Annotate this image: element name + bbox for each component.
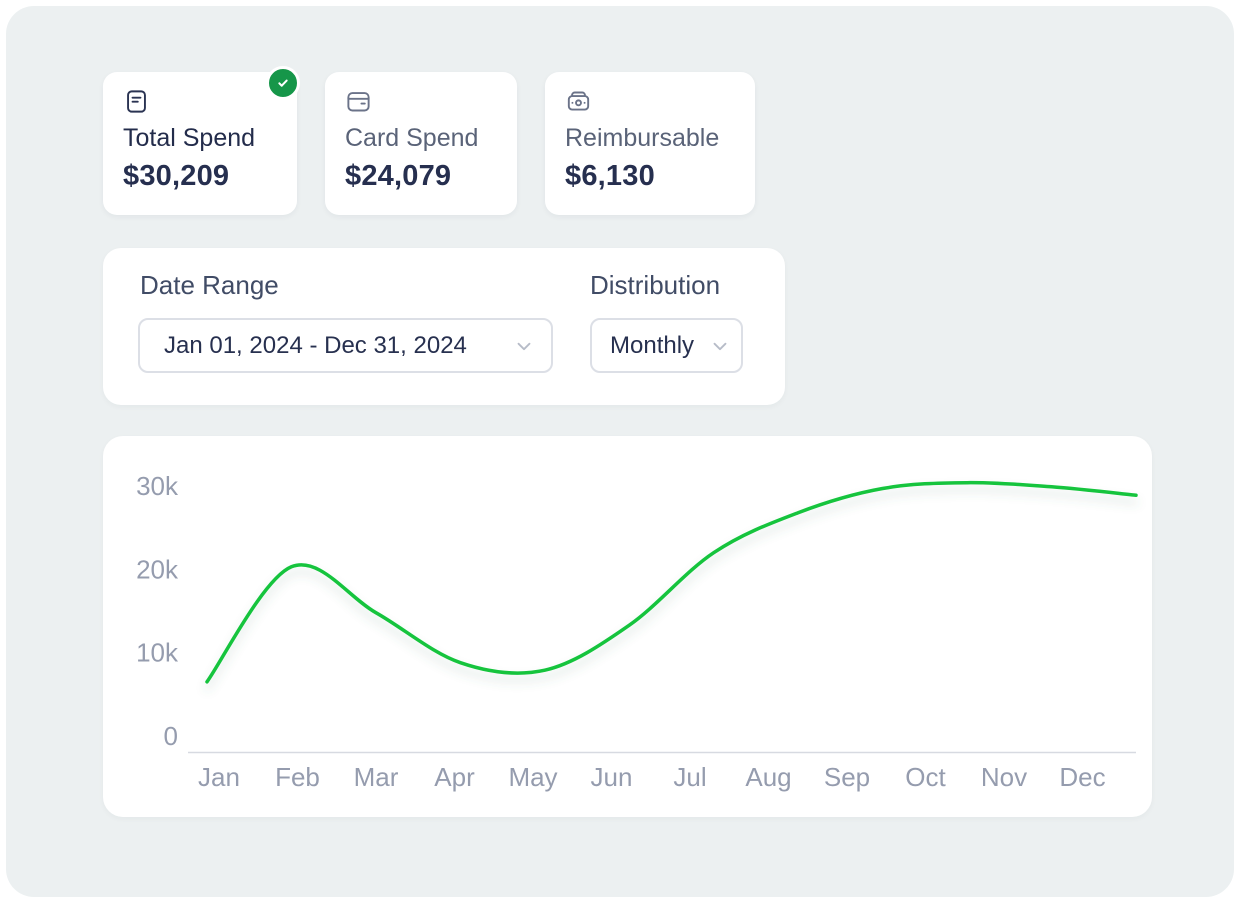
y-tick-label: 30k <box>136 471 179 501</box>
stat-card-reimbursable[interactable]: Reimbursable $6,130 <box>545 72 755 215</box>
x-tick-label: Oct <box>905 762 946 792</box>
filter-card: Date Range Distribution Jan 01, 2024 - D… <box>103 248 785 405</box>
distribution-label: Distribution <box>590 270 721 300</box>
x-tick-label: Jan <box>198 762 240 792</box>
x-tick-label: Mar <box>354 762 399 792</box>
stat-label: Card Spend <box>345 124 479 152</box>
x-tick-label: Feb <box>275 762 320 792</box>
spend-chart-card: 0 10k 20k 30k Jan Feb Mar Apr May Jun Jul Aug Sep Oc… <box>103 436 1152 817</box>
stat-value: $6,130 <box>565 160 655 192</box>
x-tick-label: Dec <box>1059 762 1105 792</box>
distribution-select[interactable]: Monthly <box>590 318 743 373</box>
stat-value: $30,209 <box>123 160 230 192</box>
x-axis-ticks: Jan Feb Mar Apr May Jun Jul Aug Sep Oct Nov Dec <box>198 762 1106 792</box>
x-tick-label: Jul <box>673 762 706 792</box>
wallet-icon <box>567 91 590 111</box>
date-range-select[interactable]: Jan 01, 2024 - Dec 31, 2024 <box>138 318 553 373</box>
x-tick-label: Aug <box>745 762 791 792</box>
check-icon <box>278 79 288 87</box>
spend-line-chart: 0 10k 20k 30k Jan Feb Mar Apr May Jun Jul Aug Sep Oc… <box>136 471 1138 792</box>
distribution-value: Monthly <box>610 331 695 359</box>
y-tick-label: 20k <box>136 554 179 584</box>
stat-value: $24,079 <box>345 160 452 192</box>
x-tick-label: Sep <box>824 762 870 792</box>
stat-card-card-spend[interactable]: Card Spend $24,079 <box>325 72 517 215</box>
x-tick-label: Nov <box>981 762 1027 792</box>
credit-card-icon <box>347 92 370 112</box>
stat-label: Total Spend <box>123 124 256 152</box>
stat-label: Reimbursable <box>565 124 720 152</box>
y-tick-label: 0 <box>164 721 178 751</box>
chevron-down-icon <box>713 342 727 350</box>
date-range-label: Date Range <box>140 270 279 300</box>
x-tick-label: Apr <box>434 762 475 792</box>
x-tick-label: May <box>508 762 557 792</box>
y-axis-ticks: 0 10k 20k 30k <box>136 471 179 751</box>
stat-card-total-spend[interactable]: Total Spend $30,209 <box>103 66 300 215</box>
chevron-down-icon <box>517 342 531 350</box>
receipt-icon <box>127 90 146 113</box>
y-tick-label: 10k <box>136 638 179 668</box>
x-tick-label: Jun <box>591 762 633 792</box>
spend-line <box>205 480 1138 684</box>
selected-check-badge <box>266 66 300 100</box>
date-range-value: Jan 01, 2024 - Dec 31, 2024 <box>164 331 467 359</box>
dashboard-page: Total Spend $30,209 Card Spend $24,079 R… <box>6 6 1234 897</box>
